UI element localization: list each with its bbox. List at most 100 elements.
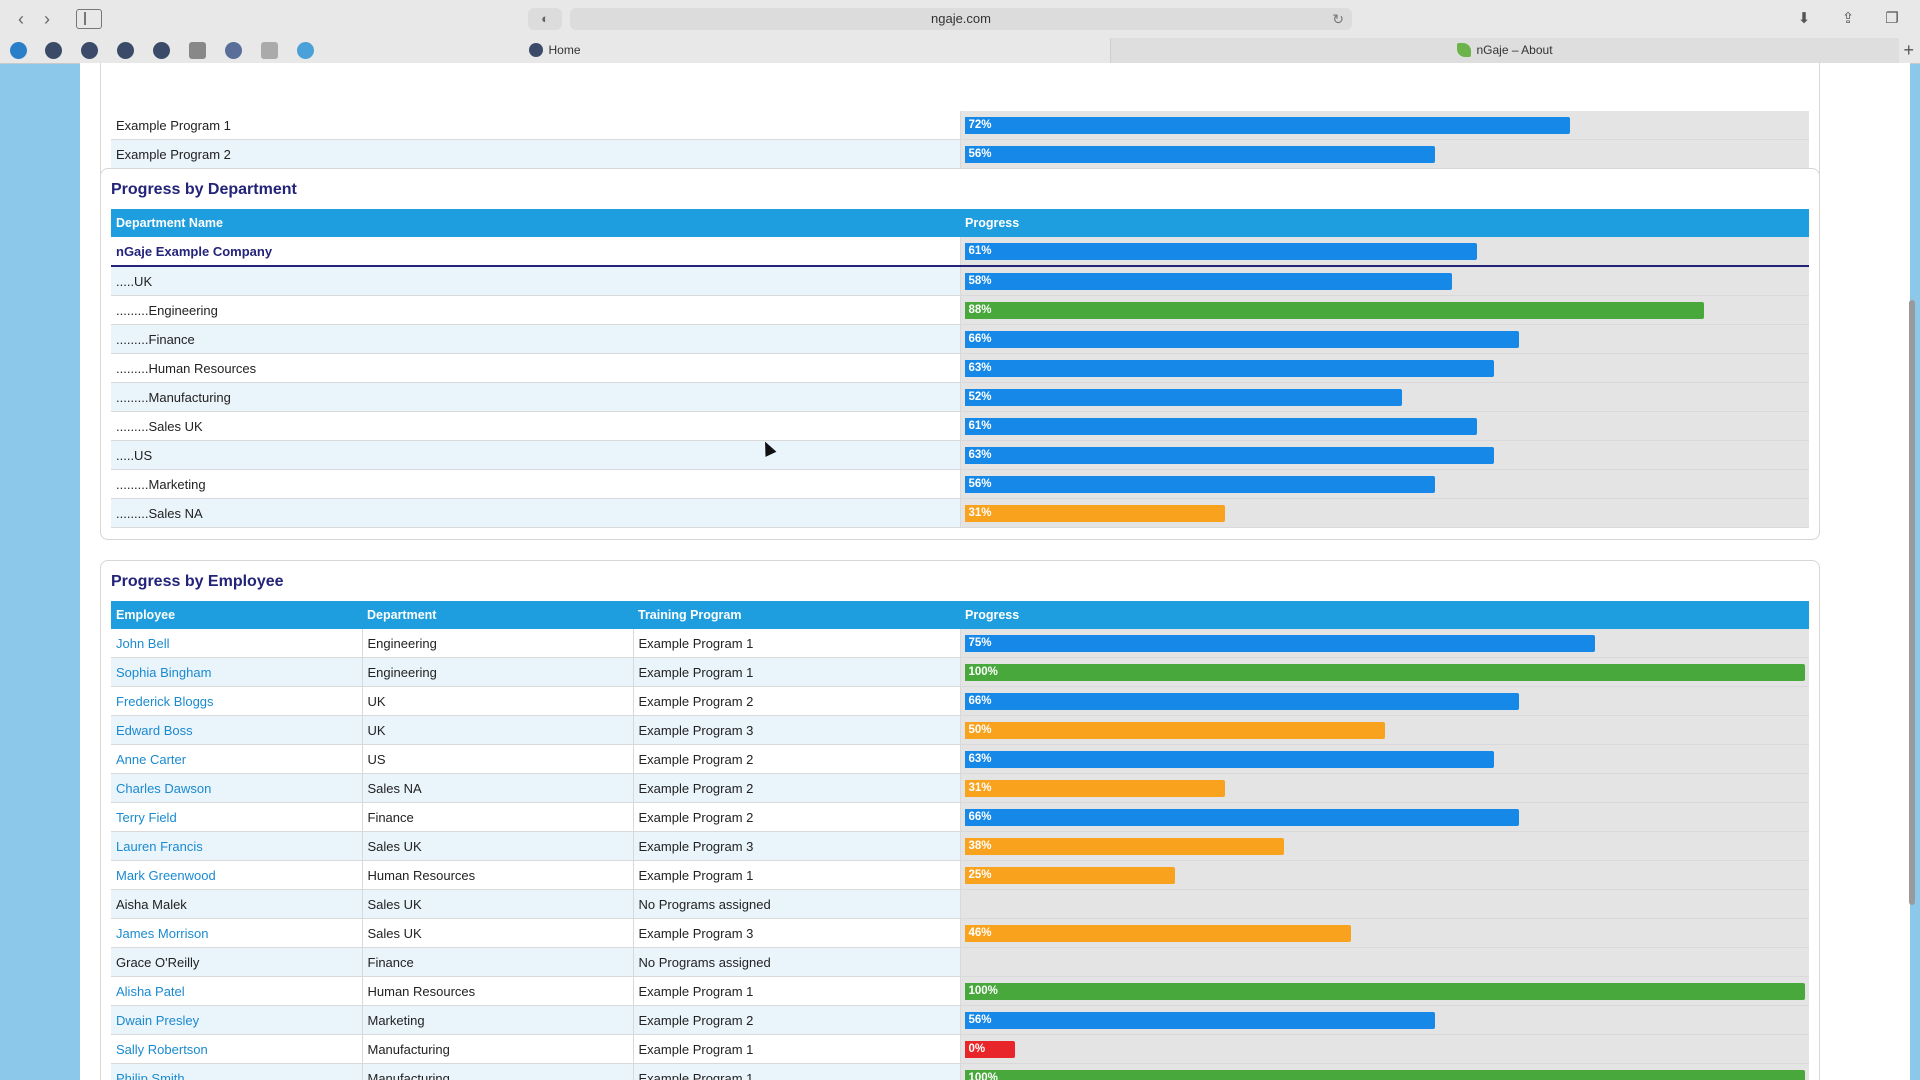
program-name: Example Program 2 [116, 146, 231, 162]
department-name-cell: .........Marketing [111, 469, 960, 499]
department-name: .....UK [116, 273, 153, 289]
bookmark-icon[interactable] [81, 42, 98, 59]
back-icon[interactable]: ‹ [18, 9, 24, 29]
employee-name[interactable]: Frederick Bloggs [116, 693, 214, 709]
employee-department-cell: US [361, 744, 633, 774]
reload-icon[interactable]: ↻ [1332, 11, 1344, 27]
employee-name[interactable]: Sophia Bingham [116, 664, 212, 680]
bookmark-icon[interactable] [225, 42, 242, 59]
employee-name[interactable]: Charles Dawson [116, 780, 212, 796]
browser-chrome: ‹ › ◐ ngaje.com ↻ ⬇ ⇪ ❐ Home nGaje – Abo… [0, 0, 1920, 64]
sidebar-toggle-icon[interactable] [76, 9, 102, 29]
tab-about[interactable]: nGaje – About [1110, 38, 1899, 63]
tabs-overview-icon[interactable]: ❐ [1885, 10, 1899, 27]
department-name: .........Finance [116, 331, 195, 347]
browser-toolbar: ‹ › ◐ ngaje.com ↻ ⬇ ⇪ ❐ [0, 0, 1920, 38]
progress-bar: 100% [964, 663, 1805, 681]
progress-cell [959, 947, 1809, 977]
progress-bar: 31% [964, 504, 1226, 522]
table-row: .....US 63% [111, 440, 1809, 470]
employee-department: Manufacturing [367, 1041, 450, 1057]
employee-name-cell: Lauren Francis [111, 831, 362, 861]
progress-bar: 66% [964, 808, 1520, 826]
employee-name-cell: Grace O'Reilly [111, 947, 362, 977]
progress-cell: 72% [959, 111, 1809, 140]
employee-name[interactable]: Dwain Presley [116, 1012, 200, 1028]
training-program: No Programs assigned [638, 896, 771, 912]
employee-name[interactable]: Terry Field [116, 809, 177, 825]
bookmark-icon[interactable] [117, 42, 134, 59]
employee-name[interactable]: Philip Smith [116, 1070, 185, 1080]
employee-department: Human Resources [367, 867, 476, 883]
bookmark-icon[interactable] [45, 42, 62, 59]
employee-progress-header[interactable]: Progress [960, 601, 1809, 629]
bookmark-icon[interactable] [261, 42, 278, 59]
training-program-cell: Example Program 1 [632, 860, 960, 890]
privacy-shield-icon[interactable]: ◐ [528, 8, 562, 30]
download-icon[interactable]: ⬇ [1797, 10, 1811, 27]
share-icon[interactable]: ⇪ [1841, 10, 1855, 27]
program-name: Example Program 1 [116, 117, 231, 133]
training-program-cell: Example Program 3 [632, 918, 960, 948]
table-row: Edward Boss UK Example Program 3 50% [111, 715, 1809, 745]
training-program: Example Program 1 [638, 1041, 754, 1057]
training-program: Example Program 2 [638, 693, 754, 709]
progress-bar: 31% [964, 779, 1226, 797]
employee-name-cell: Edward Boss [111, 715, 362, 745]
program-name-cell: Example Program 2 [111, 139, 960, 169]
bookmark-icon[interactable] [153, 42, 170, 59]
training-program-cell: Example Program 2 [632, 1005, 960, 1035]
progress-cell: 56% [959, 469, 1809, 499]
department-name: .....US [116, 447, 153, 463]
page-scrollbar[interactable] [1909, 300, 1915, 905]
employee-name[interactable]: Alisha Patel [116, 983, 185, 999]
progress-bar: 100% [964, 1069, 1805, 1080]
department-name-cell: .........Sales UK [111, 411, 960, 441]
table-row: .....UK 58% [111, 266, 1809, 296]
bookmark-icon[interactable] [297, 42, 314, 59]
progress-bar: 0% [964, 1040, 1015, 1058]
progress-bar: 63% [964, 446, 1494, 464]
employee-header[interactable]: Employee [111, 601, 362, 629]
bookmark-icon[interactable] [10, 42, 27, 59]
tab-label: Home [548, 43, 581, 57]
forward-icon[interactable]: › [44, 9, 50, 29]
employee-name-cell: Philip Smith [111, 1063, 362, 1080]
employee-name[interactable]: Edward Boss [116, 722, 193, 738]
new-tab-button[interactable]: + [1903, 40, 1914, 60]
table-row: .........Sales NA 31% [111, 498, 1809, 528]
progress-cell: 66% [959, 324, 1809, 354]
employee-department-cell: Sales NA [361, 773, 633, 803]
employee-name: Aisha Malek [116, 896, 187, 912]
progress-cell: 31% [959, 773, 1809, 803]
address-bar[interactable]: ngaje.com ↻ [570, 8, 1352, 30]
department-progress-header[interactable]: Progress [960, 209, 1809, 237]
employee-name[interactable]: John Bell [116, 635, 170, 651]
employee-name[interactable]: Anne Carter [116, 751, 187, 767]
employee-name-cell: Terry Field [111, 802, 362, 832]
employee-name[interactable]: Mark Greenwood [116, 867, 216, 883]
employee-name[interactable]: Sally Robertson [116, 1041, 208, 1057]
department-name-header[interactable]: Department Name [111, 209, 960, 237]
progress-bar: 88% [964, 301, 1705, 319]
training-program-cell: No Programs assigned [632, 947, 960, 977]
employee-name[interactable]: Lauren Francis [116, 838, 203, 854]
table-row: Philip Smith Manufacturing Example Program… [111, 1063, 1809, 1080]
training-program: Example Program 3 [638, 838, 754, 854]
employee-name[interactable]: James Morrison [116, 925, 209, 941]
employee-name-cell: James Morrison [111, 918, 362, 948]
table-row: .........Engineering 88% [111, 295, 1809, 325]
employee-name-cell: Sally Robertson [111, 1034, 362, 1064]
training-program-header[interactable]: Training Program [633, 601, 960, 629]
training-program-cell: Example Program 1 [632, 1034, 960, 1064]
employee-department-header[interactable]: Department [362, 601, 633, 629]
table-row: Anne Carter US Example Program 2 63% [111, 744, 1809, 774]
tab-home[interactable]: Home [0, 38, 1110, 63]
employee-department: Manufacturing [367, 1070, 450, 1080]
progress-bar: 75% [964, 634, 1595, 652]
table-row: .........Manufacturing 52% [111, 382, 1809, 412]
progress-cell: 25% [959, 860, 1809, 890]
employee-name: Grace O'Reilly [116, 954, 200, 970]
bookmark-icon[interactable] [189, 42, 206, 59]
progress-bar: 63% [964, 359, 1494, 377]
